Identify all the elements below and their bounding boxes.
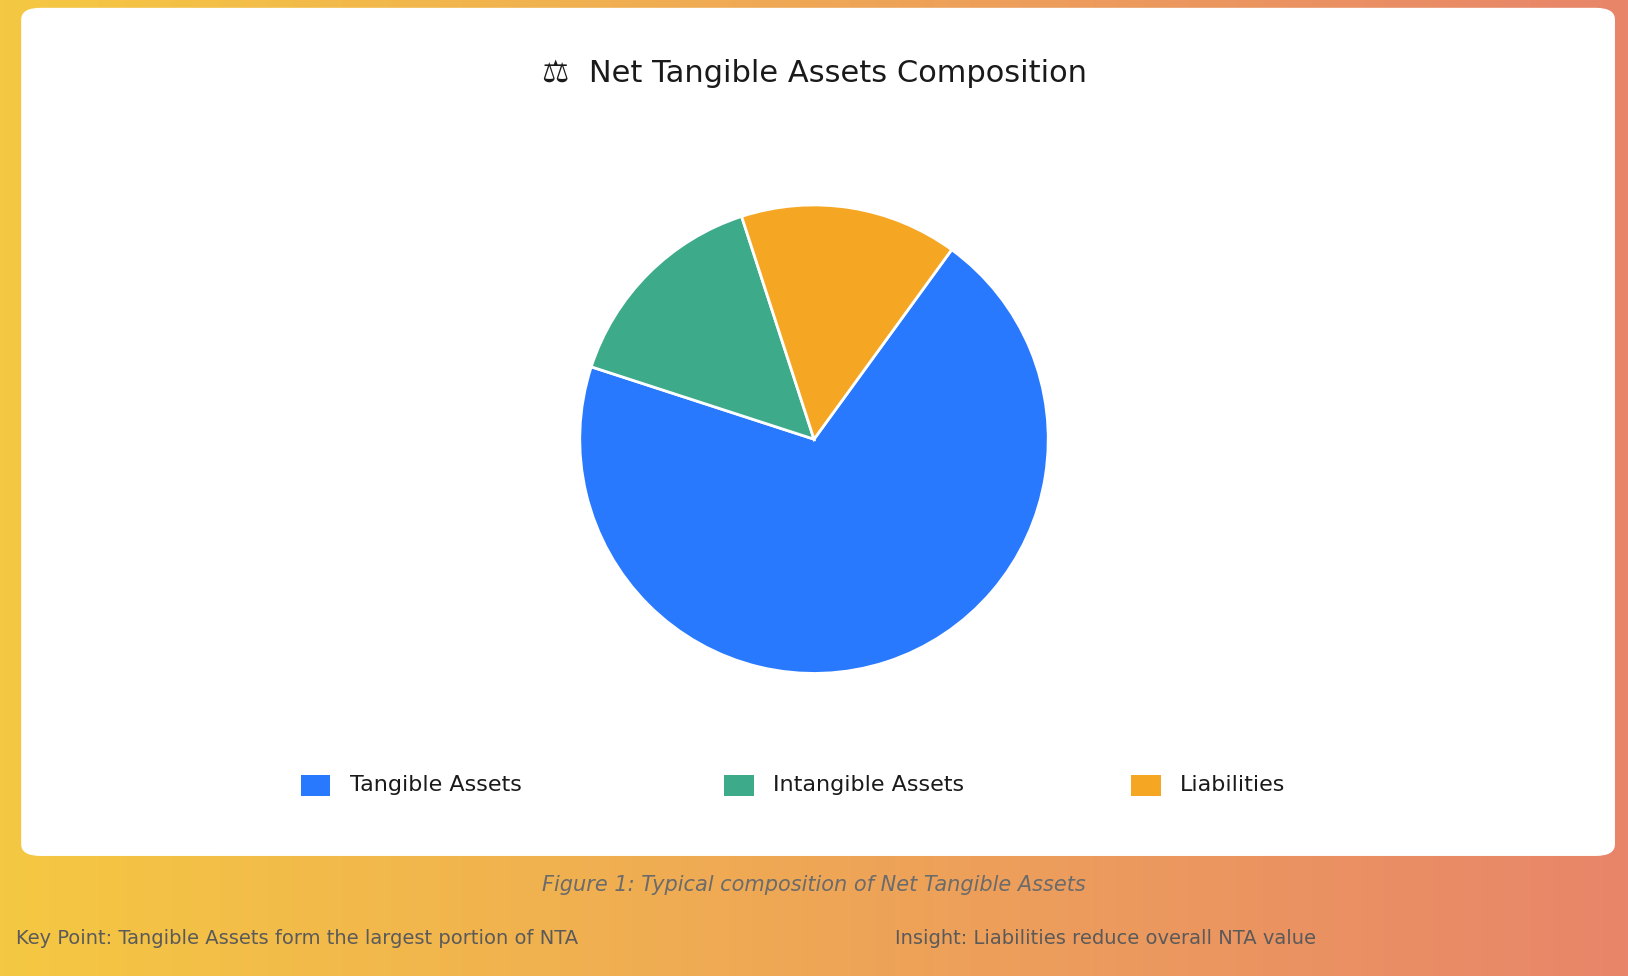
Text: Liabilities: Liabilities [1180,775,1286,794]
Wedge shape [580,250,1048,673]
Wedge shape [742,205,952,439]
Text: Intangible Assets: Intangible Assets [773,775,964,794]
Text: ⚖  Net Tangible Assets Composition: ⚖ Net Tangible Assets Composition [542,59,1086,88]
Wedge shape [591,217,814,439]
Text: Tangible Assets: Tangible Assets [350,775,523,794]
Text: Figure 1: Typical composition of Net Tangible Assets: Figure 1: Typical composition of Net Tan… [542,875,1086,895]
Text: Insight: Liabilities reduce overall NTA value: Insight: Liabilities reduce overall NTA … [895,929,1317,949]
Text: Key Point: Tangible Assets form the largest portion of NTA: Key Point: Tangible Assets form the larg… [16,929,578,949]
